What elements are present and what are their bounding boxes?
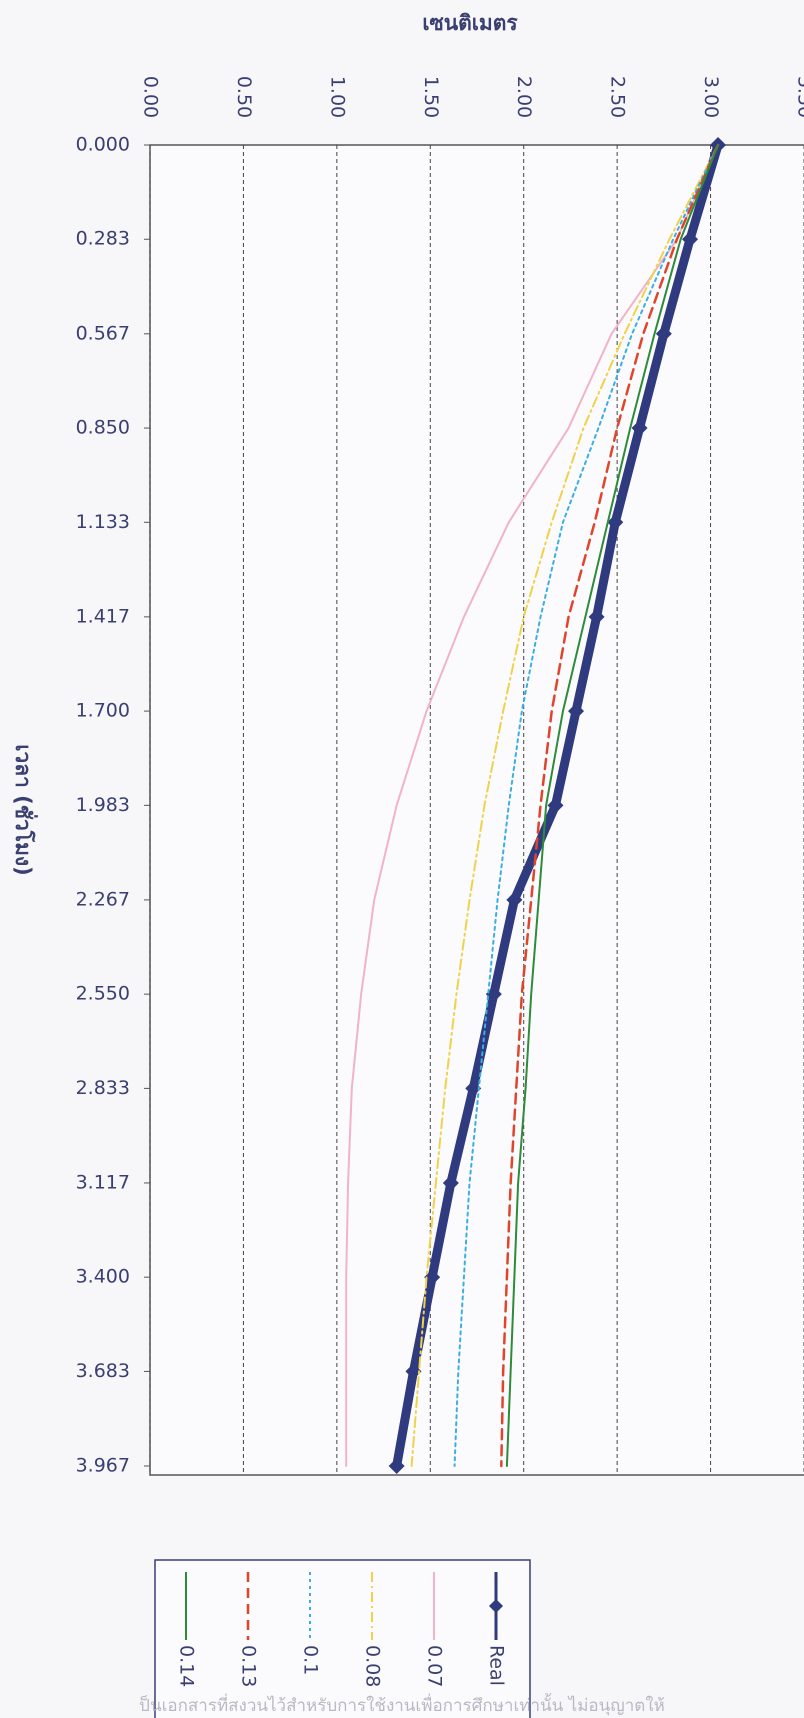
marker [388, 1458, 405, 1474]
marker [568, 703, 585, 720]
marker [631, 420, 648, 437]
x-tick-label: 2.267 [76, 888, 130, 910]
x-tick-label: 2.833 [76, 1077, 130, 1099]
y-tick-label: 1.00 [326, 76, 348, 118]
axis-title: เวลา (ชั่วโมง) [11, 744, 39, 876]
y-tick-label: 3.50 [794, 76, 804, 118]
y-tick-label: 1.50 [420, 76, 442, 118]
x-tick-label: 0.283 [76, 228, 130, 250]
x-tick-label: 1.700 [76, 700, 130, 722]
series-line [345, 144, 720, 1467]
x-tick-label: 1.983 [76, 794, 130, 816]
marker [442, 1174, 459, 1191]
marker [485, 986, 502, 1003]
marker [547, 797, 564, 814]
x-tick-label: 2.550 [76, 983, 130, 1005]
chart-title: เซนติเมตร [422, 11, 518, 35]
series-line [505, 144, 720, 1467]
marker [682, 231, 699, 248]
plot-area [149, 144, 804, 1476]
marker [405, 1363, 422, 1380]
x-tick-label: 0.850 [76, 417, 130, 439]
y-tick-label: 0.00 [140, 76, 162, 118]
y-tick-label: 2.50 [607, 76, 629, 118]
x-tick-label: 3.400 [76, 1266, 130, 1288]
x-tick-label: 0.567 [76, 322, 130, 344]
y-tick-label: 0.50 [233, 76, 255, 118]
marker [465, 1080, 482, 1097]
legend-label: Real [486, 1645, 508, 1686]
x-tick-label: 0.000 [76, 134, 130, 156]
series-line [410, 144, 720, 1467]
x-tick-label: 1.417 [76, 605, 130, 627]
y-tick-label: 3.00 [700, 76, 722, 118]
series-line [500, 143, 720, 1468]
marker [424, 1269, 441, 1286]
x-tick-label: 3.967 [76, 1455, 130, 1477]
legend-label: 0.14 [176, 1645, 198, 1687]
legend-label: 0.13 [238, 1645, 260, 1687]
legend-box [154, 1559, 531, 1718]
y-tick-label: 2.00 [513, 76, 535, 118]
x-tick-label: 3.117 [76, 1171, 130, 1193]
series-line [453, 144, 720, 1467]
marker [588, 608, 605, 625]
legend-label: 0.08 [362, 1645, 384, 1687]
legend-marker [489, 1599, 503, 1613]
legend-label: 0.07 [424, 1645, 446, 1687]
x-tick-label: 3.683 [76, 1360, 130, 1382]
x-tick-label: 1.133 [76, 511, 130, 533]
legend-label: 0.1 [300, 1645, 322, 1675]
marker [655, 325, 672, 342]
marker [506, 891, 523, 908]
marker [607, 514, 624, 531]
footer: ป็นเอกสารที่สงวนไว้สำหรับการใช้งานเพื่อก… [139, 1693, 665, 1716]
